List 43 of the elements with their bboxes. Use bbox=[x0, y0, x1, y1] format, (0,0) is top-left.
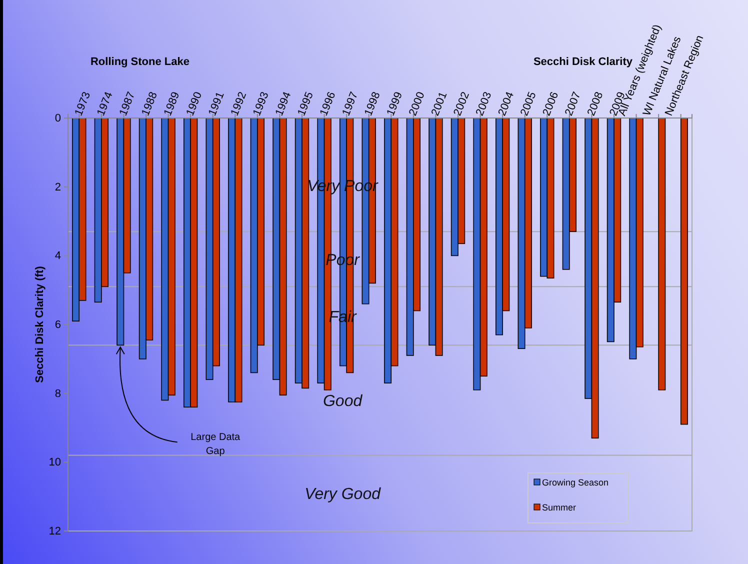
y-tick-label: 0 bbox=[54, 112, 61, 125]
x-tick-label: 1990 bbox=[184, 90, 205, 118]
x-tick-label: 1993 bbox=[251, 90, 272, 118]
x-tick-label: 1994 bbox=[273, 90, 294, 118]
x-tick-label: 2001 bbox=[429, 90, 450, 118]
x-tick-label: 1999 bbox=[384, 90, 406, 118]
x-tick-label: 1998 bbox=[362, 90, 383, 118]
x-tick-label: 2006 bbox=[540, 90, 562, 118]
legend-label: Growing Season bbox=[542, 477, 609, 488]
annotation: Poor bbox=[326, 252, 360, 270]
x-tick-label: 1995 bbox=[296, 90, 316, 118]
y-tick-label: 12 bbox=[48, 526, 61, 538]
chart-subtitle: Rolling Stone Lake bbox=[90, 56, 190, 68]
x-tick-label: 1997 bbox=[340, 90, 361, 118]
y-tick-label: 6 bbox=[54, 319, 61, 332]
x-tick-label: 1991 bbox=[206, 90, 227, 118]
x-tick-label: 1989 bbox=[162, 90, 182, 118]
y-axis-title: Secchi Disk Clarity (ft) bbox=[34, 266, 46, 383]
x-tick-label: 1992 bbox=[228, 90, 250, 118]
x-tick-label: 2007 bbox=[563, 90, 584, 118]
y-tick-label: 8 bbox=[54, 388, 61, 400]
y-tick-label: 10 bbox=[48, 456, 61, 469]
x-tick-label: 2003 bbox=[474, 90, 494, 118]
annotation: Large Data Gap bbox=[190, 432, 241, 458]
x-tick-label: 2008 bbox=[585, 90, 606, 118]
x-tick-label: 1996 bbox=[318, 90, 338, 118]
x-tick-label: 1974 bbox=[95, 90, 116, 118]
x-tick-label: 2004 bbox=[496, 90, 517, 118]
annotation: Very Good bbox=[304, 486, 382, 504]
y-tick-label: 4 bbox=[54, 250, 61, 262]
x-tick-label: 2000 bbox=[407, 90, 428, 118]
x-tick-label: 2002 bbox=[452, 90, 472, 118]
x-tick-label: 1988 bbox=[140, 90, 160, 118]
legend-label: Summer bbox=[542, 502, 576, 512]
x-tick-label: 1987 bbox=[117, 90, 138, 118]
x-tick-label: 1973 bbox=[72, 90, 94, 118]
bar bbox=[658, 118, 666, 390]
bar bbox=[680, 118, 688, 425]
chart-title: Secchi Disk Clarity bbox=[533, 56, 634, 68]
annotation: Fair bbox=[328, 308, 358, 326]
y-tick-label: 2 bbox=[54, 181, 61, 194]
annotation: Good bbox=[322, 393, 364, 410]
x-tick-label: 2005 bbox=[518, 90, 539, 118]
